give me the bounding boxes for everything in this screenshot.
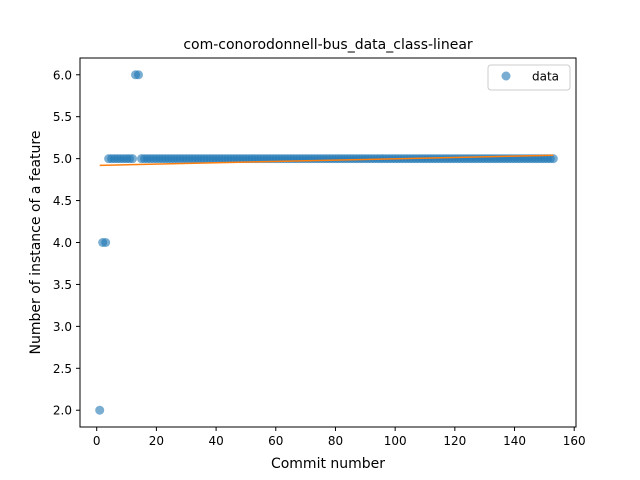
legend-label-data: data — [532, 70, 559, 84]
legend-marker — [501, 71, 511, 81]
y-tick-label: 5.5 — [53, 110, 72, 124]
y-axis-label: Number of instance of a feature — [28, 131, 44, 355]
y-axis-ticks: 2.0 2.5 3.0 3.5 4.0 4.5 5.0 5.5 6.0 — [53, 68, 80, 418]
x-tick-label: 40 — [208, 434, 223, 448]
x-tick-label: 160 — [563, 434, 586, 448]
chart-title: com-conorodonnell-bus_data_class-linear — [183, 37, 473, 53]
y-tick-label: 6.0 — [53, 68, 72, 82]
x-tick-label: 120 — [443, 434, 466, 448]
fit-line — [99, 154, 554, 167]
x-tick-label: 80 — [328, 434, 343, 448]
x-tick-label: 20 — [149, 434, 164, 448]
y-tick-label: 3.5 — [53, 278, 72, 292]
x-axis-label: Commit number — [271, 456, 385, 472]
legend: data — [487, 64, 571, 91]
x-axis-ticks: 0 20 40 60 80 100 120 140 160 — [93, 427, 586, 448]
y-tick-label: 2.0 — [53, 404, 72, 418]
data-point — [133, 70, 143, 80]
data-point — [548, 154, 558, 164]
x-tick-label: 100 — [384, 434, 407, 448]
axes-frame — [79, 57, 577, 428]
y-tick-label: 3.0 — [53, 320, 72, 334]
y-tick-label: 2.5 — [53, 362, 72, 376]
y-tick-label: 5.0 — [53, 152, 72, 166]
legend-box — [487, 64, 571, 91]
y-tick-label: 4.0 — [53, 236, 72, 250]
data-point — [95, 405, 105, 415]
x-tick-label: 60 — [268, 434, 283, 448]
x-tick-label: 0 — [93, 434, 101, 448]
data-point — [128, 154, 138, 164]
data-point — [101, 238, 111, 247]
plot-area — [95, 70, 558, 415]
y-tick-label: 4.5 — [53, 194, 72, 208]
x-tick-label: 140 — [503, 434, 526, 448]
